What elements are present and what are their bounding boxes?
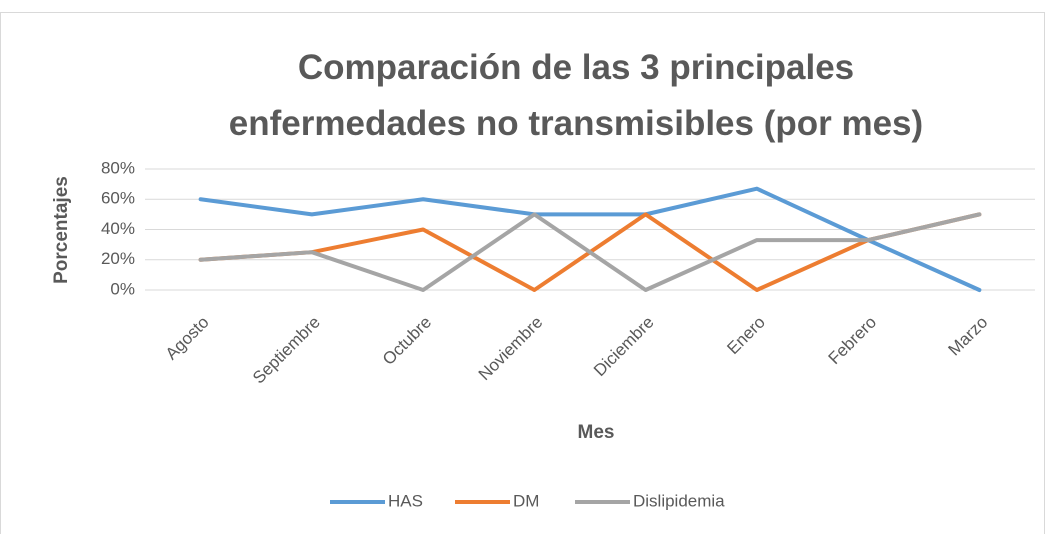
y-tick-label: 20%: [101, 249, 135, 268]
x-tick-label: Noviembre: [475, 313, 547, 385]
y-tick-label: 60%: [101, 189, 135, 208]
legend-label: HAS: [388, 491, 423, 510]
y-tick-label: 80%: [101, 158, 135, 177]
y-axis-label: Porcentajes: [51, 176, 72, 284]
series-line: [198, 212, 982, 292]
x-tick-label: Octubre: [379, 313, 435, 369]
x-tick-label: Marzo: [945, 313, 992, 360]
x-tick-label: Agosto: [162, 313, 213, 364]
y-tick-label: 0%: [110, 279, 135, 298]
series-line: [198, 186, 982, 292]
legend-label: DM: [513, 491, 539, 510]
y-tick-label: 40%: [101, 219, 135, 238]
x-tick-label: Febrero: [825, 313, 881, 369]
x-tick-label: Enero: [723, 313, 769, 359]
legend-label: Dislipidemia: [633, 491, 725, 510]
x-tick-label: Diciembre: [590, 313, 658, 381]
x-axis-label: Mes: [578, 422, 615, 443]
x-tick-label: Septiembre: [249, 313, 324, 388]
chart-title: Comparación de las 3 principales enferme…: [228, 48, 924, 143]
chart-frame: [0, 12, 1045, 534]
